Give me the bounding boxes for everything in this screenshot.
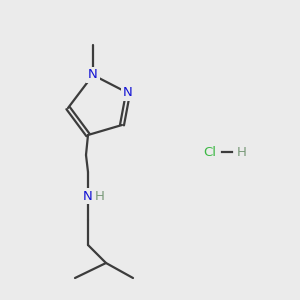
Text: H: H: [95, 190, 105, 202]
Text: Cl: Cl: [203, 146, 217, 158]
Text: N: N: [88, 68, 98, 82]
Text: N: N: [83, 190, 93, 202]
Text: N: N: [123, 86, 133, 100]
Text: H: H: [237, 146, 247, 158]
